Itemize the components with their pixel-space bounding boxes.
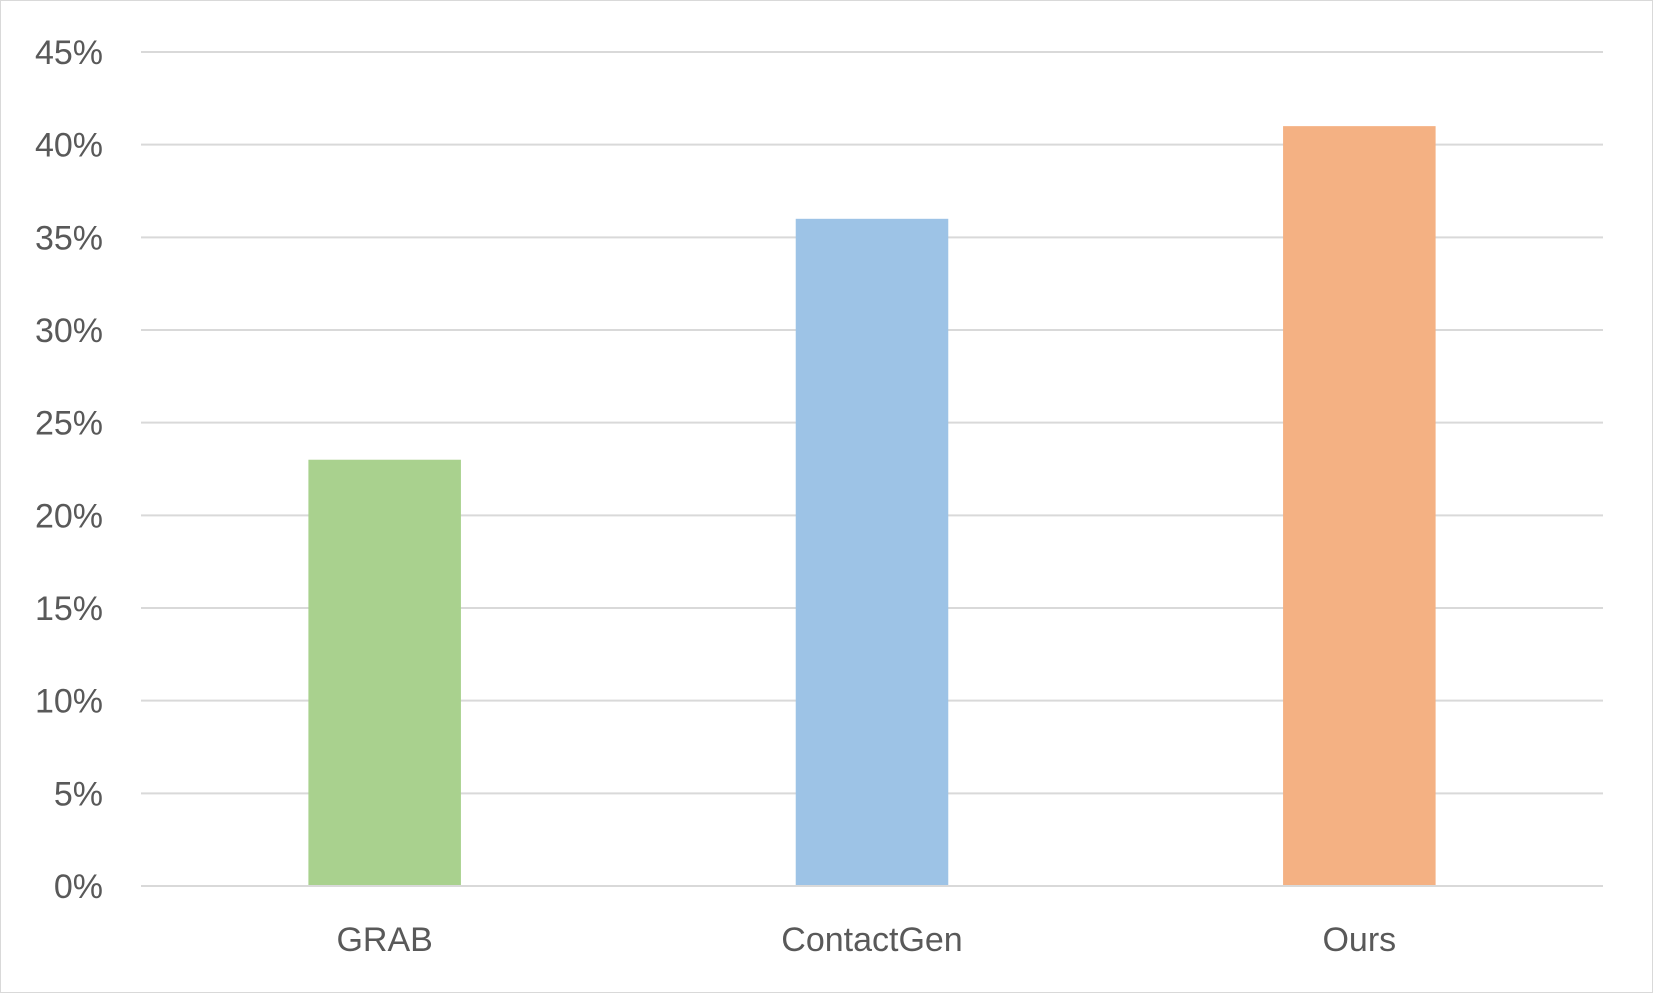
x-tick-label: ContactGen [781,921,962,959]
y-tick-label: 45% [35,34,103,72]
x-tick-label: Ours [1322,921,1396,959]
y-tick-label: 0% [54,868,103,906]
x-axis-tick-labels: GRAB ContactGen Ours [336,921,1396,959]
bars [308,126,1436,887]
y-tick-label: 5% [54,775,103,813]
y-tick-label: 10% [35,683,103,721]
y-axis-tick-labels: 0% 5% 10% 15% 20% 25% 30% 35% 40% 45% [35,34,103,906]
y-tick-label: 15% [35,590,103,628]
y-tick-label: 25% [35,405,103,443]
y-tick-label: 35% [35,219,103,257]
bar-contactgen [795,218,949,887]
bar-grab [308,459,461,886]
bar-ours [1283,126,1436,887]
y-tick-label: 30% [35,312,103,350]
y-tick-label: 20% [35,497,103,535]
x-tick-label: GRAB [336,921,432,959]
y-tick-label: 40% [35,127,103,165]
